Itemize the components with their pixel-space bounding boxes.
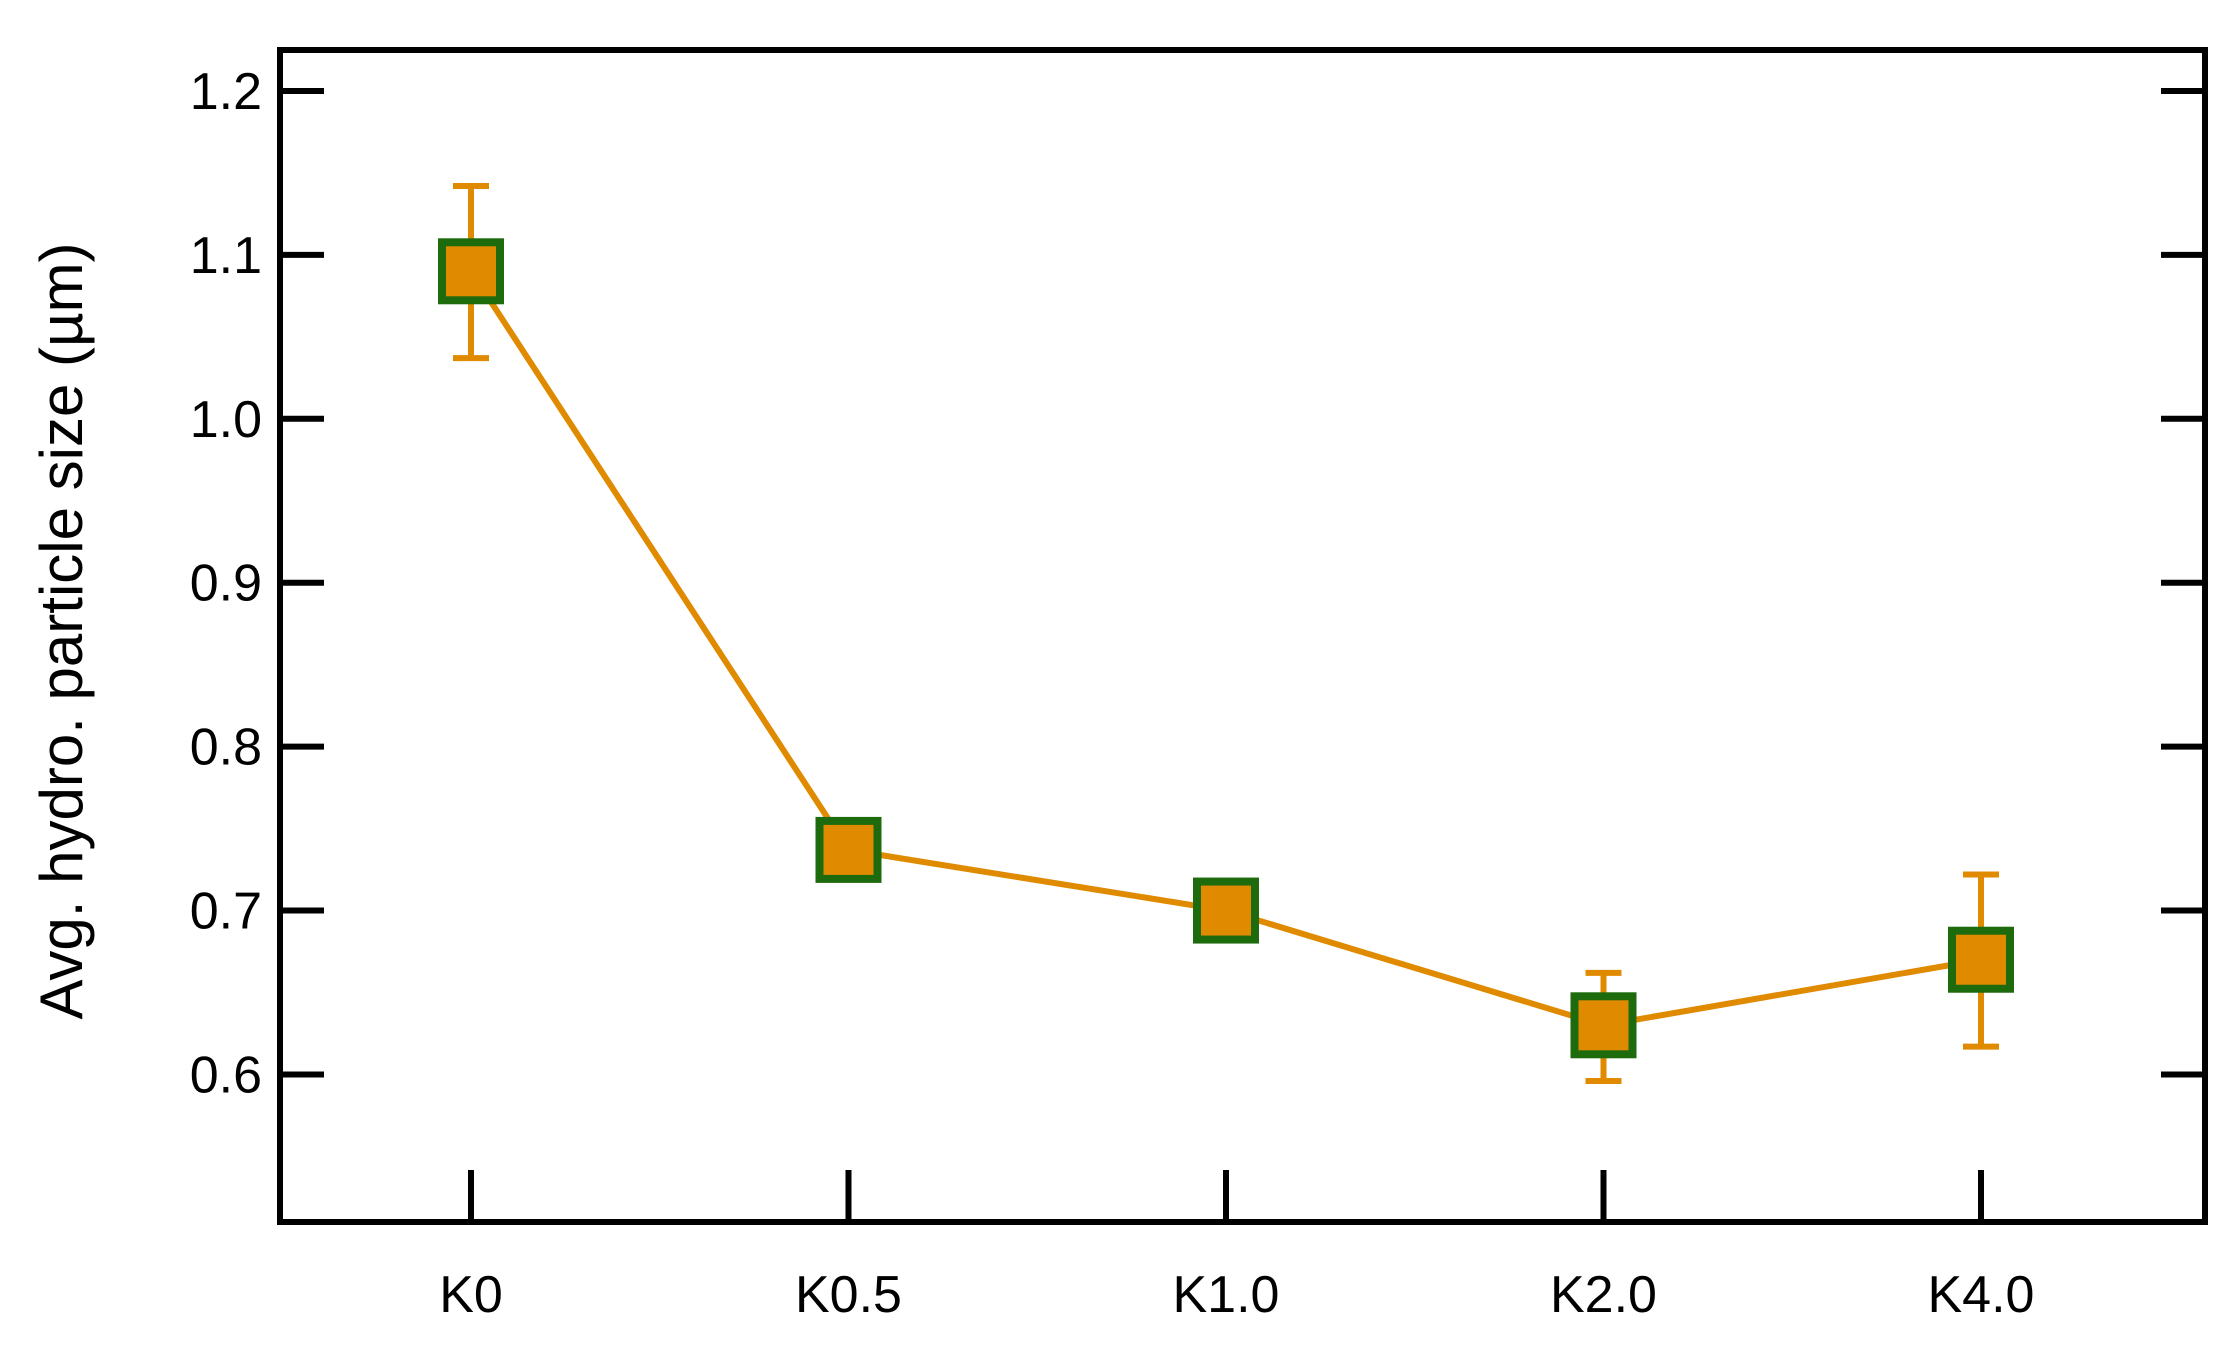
data-point-marker [815, 816, 882, 883]
data-point-marker [1948, 926, 2014, 993]
error-bars [453, 183, 1999, 1085]
data-point-marker [438, 238, 504, 305]
x-tick-label: K0.5 [795, 1266, 902, 1324]
y-tick-label: 0.8 [190, 719, 262, 777]
y-tick-label: 0.6 [190, 1046, 262, 1104]
data-point-marker [1193, 877, 1259, 944]
y-axis-title: Avg. hydro. particle size (µm) [28, 242, 95, 1019]
x-axis-tick-labels: K0 K0.5 K1.0 K2.0 K4.0 [439, 1266, 2034, 1324]
y-tick-label: 1.0 [190, 391, 262, 449]
x-tick-label: K1.0 [1173, 1266, 1280, 1324]
data-point-marker [1570, 992, 1637, 1059]
y-tick-label: 0.7 [190, 883, 262, 941]
x-tick-label: K4.0 [1928, 1266, 2035, 1324]
plot-frame [277, 47, 2208, 1225]
x-axis-ticks [468, 1170, 1984, 1222]
x-tick-label: K2.0 [1550, 1266, 1657, 1324]
y-tick-label: 1.1 [190, 227, 262, 285]
y-tick-label: 1.2 [190, 63, 262, 121]
x-tick-label: K0 [439, 1266, 503, 1324]
y-axis-ticks [280, 87, 2205, 1078]
y-tick-label: 0.9 [190, 555, 262, 613]
y-axis-tick-labels: 0.6 0.7 0.8 0.9 1.0 1.1 1.2 [190, 63, 262, 1104]
data-markers [438, 238, 2014, 1059]
